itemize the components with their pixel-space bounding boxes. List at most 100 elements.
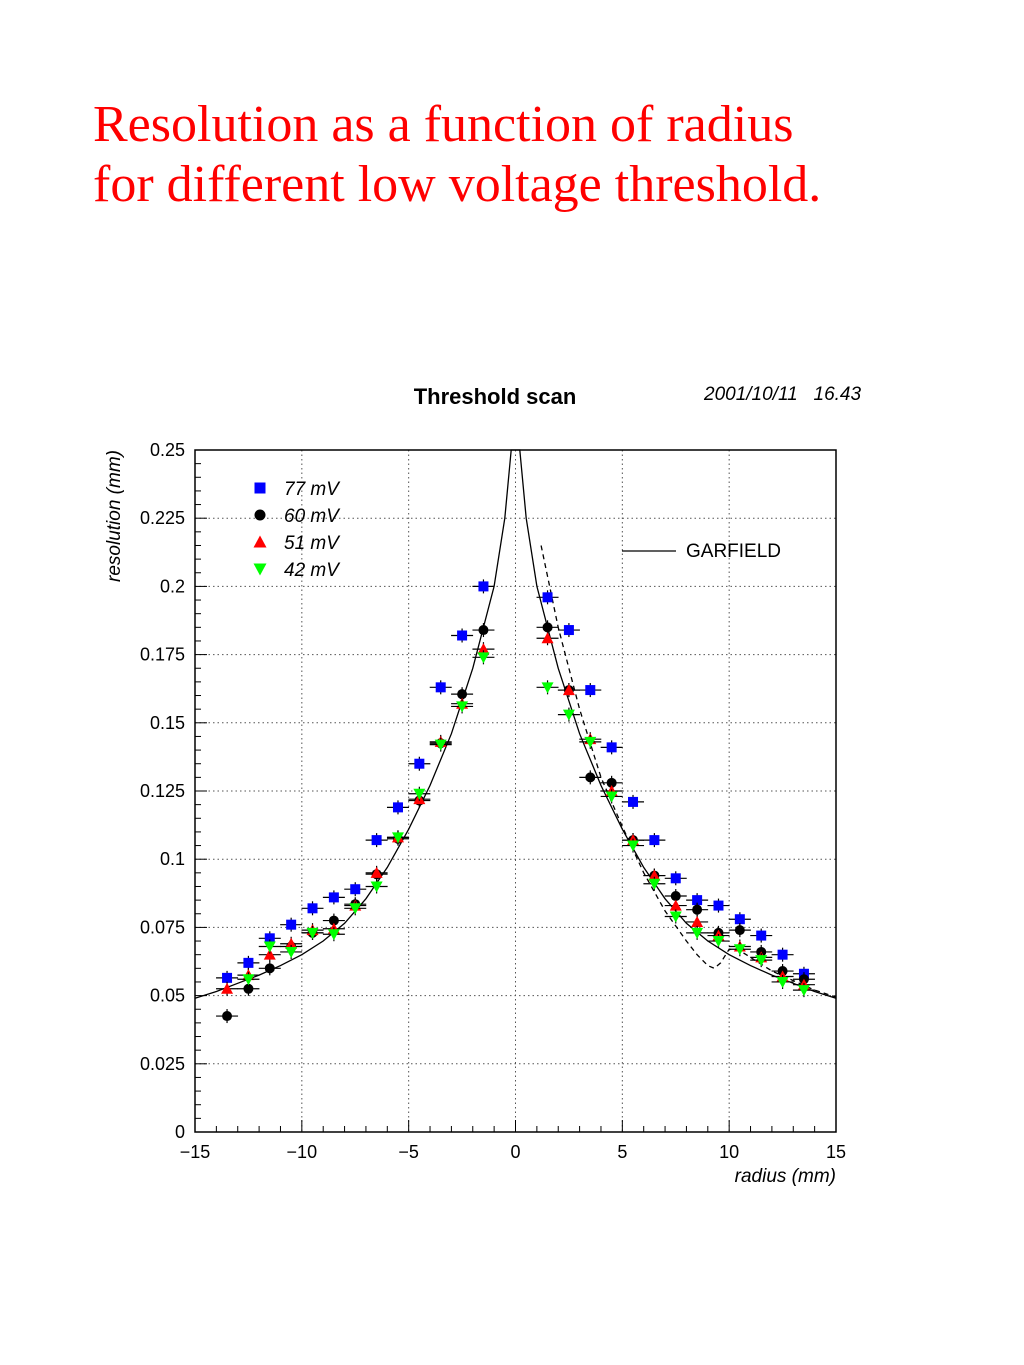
x-tick-label: −10 (287, 1142, 318, 1162)
point-77-mv (713, 900, 724, 911)
point-42-mv (413, 788, 426, 800)
point-77-mv (264, 933, 275, 944)
point-42-mv (712, 936, 725, 948)
point-42-mv (584, 736, 597, 748)
y-tick-label: 0.225 (140, 508, 185, 528)
point-60-mv (734, 925, 745, 936)
legend-marker (253, 563, 267, 576)
chart-title: Threshold scan (414, 384, 577, 409)
point-60-mv (243, 983, 254, 994)
point-77-mv (286, 919, 297, 930)
x-axis-label: radius (mm) (735, 1166, 836, 1187)
point-60-mv (670, 891, 681, 902)
y-tick-label: 0.25 (150, 440, 185, 460)
point-51-mv (691, 915, 704, 927)
y-tick-label: 0.2 (160, 576, 185, 596)
point-60-mv (328, 915, 339, 926)
axes: −15 −10 −5 0 5 10 15 0 0.025 0.05 0.075 0.1 0.125 0.1… (140, 440, 846, 1162)
x-tick-label: 0 (510, 1142, 520, 1162)
x-tick-label: 10 (719, 1142, 739, 1162)
point-77-mv (692, 895, 703, 906)
slide-title-line-1: Resolution as a function of radius (93, 96, 794, 153)
legend-marker (254, 482, 266, 494)
point-42-mv (605, 791, 618, 803)
point-42-mv (263, 941, 276, 953)
y-tick-label: 0.175 (140, 645, 185, 665)
data-points (216, 579, 815, 1024)
point-77-mv (734, 914, 745, 925)
point-42-mv (627, 840, 640, 852)
point-51-mv (285, 937, 298, 949)
point-60-mv (478, 625, 489, 636)
legend: 77 mV 60 mV 51 mV 42 mV (253, 479, 341, 581)
point-42-mv (797, 985, 810, 997)
point-51-mv (221, 982, 234, 994)
point-77-mv (392, 802, 403, 813)
point-60-mv (606, 777, 617, 788)
point-51-mv (669, 899, 682, 911)
y-tick-label: 0.075 (140, 917, 185, 937)
point-51-mv (263, 948, 276, 960)
point-42-mv (434, 739, 447, 751)
point-42-mv (349, 903, 362, 915)
point-77-mv (628, 796, 639, 807)
point-77-mv (328, 892, 339, 903)
point-51-mv (477, 643, 490, 655)
y-tick-label: 0.025 (140, 1054, 185, 1074)
point-42-mv (755, 955, 768, 967)
point-77-mv (649, 835, 660, 846)
point-42-mv (562, 709, 575, 721)
point-51-mv (541, 632, 554, 644)
dashed-curve (540, 545, 837, 998)
threshold-scan-chart: Threshold scan 2001/10/11 16.43 −15 −10 −5… (104, 384, 861, 1187)
x-tick-label: −5 (398, 1142, 419, 1162)
y-tick-label: 0.05 (150, 986, 185, 1006)
point-42-mv (648, 878, 661, 890)
point-60-mv (692, 904, 703, 915)
point-60-mv (457, 689, 468, 700)
garfield-legend-label: GARFIELD (686, 541, 781, 562)
point-42-mv (691, 927, 704, 939)
x-tick-label: 5 (617, 1142, 627, 1162)
garfield-legend: GARFIELD (622, 541, 781, 562)
point-42-mv (733, 944, 746, 956)
y-tick-label: 0.125 (140, 781, 185, 801)
point-42-mv (541, 682, 554, 694)
legend-marker (254, 509, 266, 521)
legend-label: 77 mV (284, 479, 341, 500)
legend-marker (253, 535, 267, 548)
point-77-mv (756, 930, 767, 941)
point-42-mv (391, 832, 404, 844)
point-42-mv (285, 946, 298, 958)
point-42-mv (776, 976, 789, 988)
point-77-mv (606, 742, 617, 753)
point-42-mv (669, 911, 682, 923)
y-tick-label: 0.1 (160, 849, 185, 869)
point-77-mv (670, 873, 681, 884)
point-77-mv (435, 682, 446, 693)
y-tick-label: 0 (175, 1122, 185, 1142)
point-77-mv (457, 630, 468, 641)
point-42-mv (456, 701, 469, 713)
legend-label: 42 mV (284, 560, 341, 581)
slide-title: Resolution as a function of radius for d… (93, 95, 993, 215)
point-77-mv (478, 581, 489, 592)
point-77-mv (222, 972, 233, 983)
point-77-mv (777, 949, 788, 960)
chart-timestamp: 2001/10/11 16.43 (703, 384, 861, 405)
point-77-mv (307, 903, 318, 914)
point-42-mv (370, 881, 383, 893)
point-51-mv (370, 866, 383, 878)
point-42-mv (477, 652, 490, 664)
point-51-mv (562, 684, 575, 696)
legend-label: 51 mV (284, 533, 341, 554)
point-42-mv (327, 929, 340, 941)
point-77-mv (542, 592, 553, 603)
grid (195, 450, 836, 1132)
y-axis-label: resolution (mm) (104, 450, 125, 582)
point-77-mv (585, 685, 596, 696)
x-tick-label: −15 (180, 1142, 211, 1162)
point-42-mv (242, 974, 255, 986)
point-51-mv (648, 869, 661, 881)
point-60-mv (222, 1011, 233, 1022)
